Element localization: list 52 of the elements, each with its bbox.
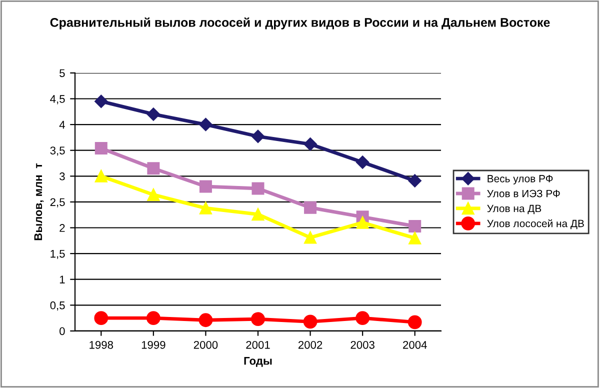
legend-label: Улов в ИЭЗ РФ [487, 190, 560, 198]
point [147, 162, 160, 175]
point [356, 311, 370, 326]
point [304, 201, 317, 214]
y-tick-label: 3 [60, 172, 65, 180]
chart-title: Сравнительный вылов лососей и других видов в России и на Дальнем Востоке [50, 17, 550, 30]
y-tick-label: 0 [60, 327, 65, 336]
point [304, 138, 317, 151]
y-tick-label: 3,5 [50, 146, 65, 156]
point [252, 182, 264, 195]
point [94, 170, 108, 182]
point [356, 216, 369, 229]
x-tick-label: 2001 [246, 340, 270, 349]
y-tick-label: 4,5 [50, 95, 65, 104]
y-tick-label: 2,5 [50, 198, 65, 208]
point [146, 108, 160, 121]
point [251, 130, 265, 144]
point [303, 314, 318, 329]
y-tick-label: 0,5 [50, 301, 65, 311]
point [94, 311, 108, 326]
x-tick-label: 2004 [403, 340, 427, 349]
y-tick-label: 1,5 [50, 250, 65, 260]
point [94, 94, 108, 108]
point [408, 220, 422, 232]
x-tick-label: 1998 [90, 340, 114, 349]
y-tick-label: 2 [60, 224, 65, 232]
point [147, 188, 160, 201]
y-tick-label: 4 [59, 120, 65, 129]
point [199, 202, 212, 214]
point [408, 232, 422, 244]
x-tick-label: 1999 [142, 340, 166, 349]
point [408, 315, 422, 330]
point [251, 312, 265, 326]
legend-label: Улов на ДВ [487, 204, 542, 214]
point [304, 231, 317, 244]
point [356, 156, 370, 169]
legend-label: Улов лососей на ДВ [487, 219, 584, 230]
point [198, 313, 213, 328]
point [199, 180, 212, 193]
point [252, 208, 264, 221]
y-tick-label: 5 [60, 69, 65, 78]
x-tick-label: 2002 [298, 340, 322, 349]
legend-label: Весь улов РФ [488, 175, 553, 184]
x-tick-label: 2003 [350, 340, 374, 349]
point [146, 311, 160, 326]
point [94, 142, 108, 155]
x-axis-title: Годы [244, 357, 272, 367]
y-tick-label: 1 [60, 276, 65, 284]
x-tick-label: 2000 [194, 340, 218, 349]
y-axis-title: Вылов, млн т [34, 163, 44, 240]
point [408, 174, 422, 188]
point [199, 118, 212, 132]
